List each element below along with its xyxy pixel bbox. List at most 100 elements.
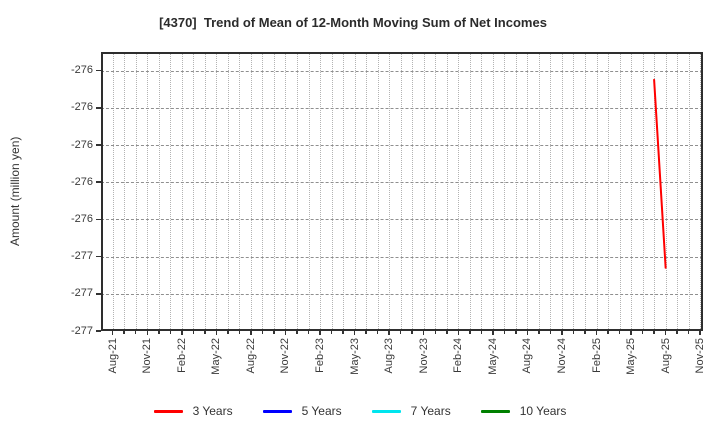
x-tick-mark-minor (238, 331, 241, 334)
x-tick-mark-major (457, 331, 460, 335)
x-tick-mark-major (664, 331, 667, 335)
gridline-vertical (389, 52, 391, 331)
gridline-vertical (400, 52, 402, 331)
x-tick-mark-minor (411, 331, 413, 334)
x-tick-mark-minor (549, 331, 552, 334)
x-tick-mark-minor (376, 331, 379, 334)
y-tick-label: -276 (70, 175, 93, 188)
x-tick-mark-minor (169, 331, 172, 334)
gridline-vertical (504, 52, 506, 331)
y-tick-label: -277 (70, 324, 93, 337)
x-tick-mark-major (595, 331, 598, 335)
x-tick-mark-minor (296, 331, 298, 334)
y-tick-label: -277 (70, 250, 93, 263)
y-tick-mark (96, 181, 101, 183)
y-tick-mark (96, 218, 101, 221)
x-tick-mark-major (353, 331, 356, 335)
x-tick-label: Aug-21 (106, 338, 119, 374)
gridline-vertical (181, 52, 183, 331)
gridline-vertical (112, 52, 114, 331)
gridline-vertical (631, 52, 633, 331)
gridline-vertical (227, 52, 229, 331)
x-tick-mark-minor (515, 331, 517, 334)
x-tick-mark-minor (399, 331, 402, 334)
x-tick-label: Feb-24 (452, 338, 465, 373)
x-tick-label: Feb-25 (590, 338, 603, 373)
x-tick-label: Nov-23 (417, 338, 430, 374)
gridline-vertical (204, 52, 206, 331)
x-tick-mark-major (146, 331, 148, 335)
x-tick-label: Aug-23 (383, 338, 396, 374)
x-tick-mark-major (319, 331, 321, 335)
gridline-vertical (642, 52, 644, 331)
gridline-vertical (216, 52, 218, 331)
x-tick-label: Feb-23 (314, 338, 327, 373)
x-tick-label: May-23 (348, 338, 361, 375)
gridline-vertical (124, 52, 126, 331)
gridline-vertical (297, 52, 298, 331)
gridline-horizontal (101, 182, 703, 184)
x-tick-label: Nov-21 (141, 338, 154, 374)
gridline-vertical (585, 52, 586, 331)
gridline-vertical (619, 52, 621, 331)
gridline-vertical (688, 52, 690, 331)
y-axis-title: Amount (million yen) (8, 136, 22, 247)
legend-label: 3 Years (192, 404, 233, 418)
gridline-vertical (273, 52, 275, 331)
legend-label: 5 Years (301, 404, 342, 418)
chart-title: [4370] Trend of Mean of 12-Month Moving … (159, 15, 547, 30)
y-tick-mark (96, 293, 101, 295)
gridline-horizontal (101, 256, 703, 258)
gridline-vertical (158, 52, 160, 331)
x-tick-mark-minor (480, 331, 483, 334)
gridline-horizontal (101, 145, 703, 146)
x-tick-mark-major (422, 331, 425, 335)
x-tick-label: May-24 (486, 338, 499, 375)
legend-label: 7 Years (410, 404, 451, 418)
y-tick-mark (96, 255, 101, 258)
x-tick-mark-major (250, 331, 252, 335)
y-tick-label: -277 (70, 287, 93, 300)
y-tick-mark (96, 144, 101, 146)
gridline-vertical (135, 52, 137, 331)
gridline-vertical (492, 52, 494, 331)
x-tick-mark-minor (192, 331, 195, 334)
x-tick-mark-minor (342, 331, 344, 334)
legend-line-icon (153, 409, 183, 413)
x-tick-label: Aug-25 (659, 338, 672, 374)
gridline-vertical (608, 52, 610, 331)
gridline-vertical (527, 52, 529, 331)
x-tick-mark-minor (572, 331, 575, 334)
gridline-vertical (446, 52, 448, 331)
series-line-3-years (653, 78, 667, 269)
y-tick-mark (96, 330, 101, 332)
x-tick-mark-minor (158, 331, 160, 334)
x-tick-label: May-22 (210, 338, 223, 375)
x-tick-label: Nov-25 (694, 338, 707, 374)
legend-item-7-years: 7 Years (371, 404, 451, 418)
legend-item-3-years: 3 Years (153, 404, 233, 418)
x-tick-mark-minor (307, 331, 310, 334)
y-tick-label: -276 (70, 64, 93, 77)
gridline-vertical (343, 52, 345, 331)
x-tick-label: May-25 (625, 338, 638, 375)
x-tick-mark-minor (653, 331, 655, 334)
x-tick-mark-minor (687, 331, 690, 334)
gridline-vertical (147, 52, 149, 331)
gridline-vertical (377, 52, 379, 331)
gridline-vertical (331, 52, 333, 331)
series-lines (653, 78, 667, 269)
gridline-vertical (239, 52, 241, 331)
x-tick-label: Nov-22 (279, 338, 292, 374)
x-tick-mark-minor (365, 331, 367, 334)
gridline-vertical (250, 52, 252, 331)
legend-item-5-years: 5 Years (262, 404, 342, 418)
x-tick-label: Nov-24 (555, 338, 568, 374)
x-tick-mark-major (388, 331, 390, 335)
x-tick-mark-minor (641, 331, 644, 334)
gridline-vertical (538, 52, 540, 331)
x-tick-mark-minor (204, 331, 206, 334)
gridline-vertical (700, 52, 702, 331)
gridline-vertical (285, 52, 287, 331)
